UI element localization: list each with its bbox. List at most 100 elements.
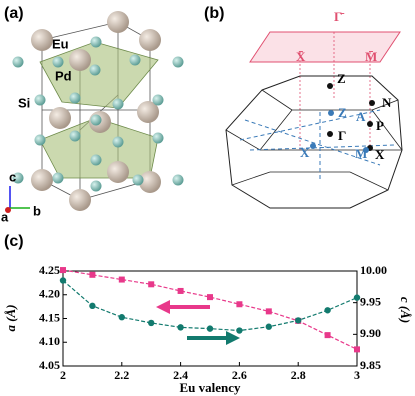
kpoint-label: A [356,109,366,124]
kpoint [369,100,375,106]
eu-atom [139,29,161,51]
kpoint-label: X [300,145,310,160]
cell-edge [41,21,119,41]
plot-frame [62,270,358,367]
point [324,307,331,314]
eu-atom [31,29,53,51]
x-tick-label: 2 [60,368,66,382]
si-atom [69,92,81,104]
kpoint-label: M [355,146,367,161]
kpoint-label: Γ̄ [334,9,344,24]
y2-tick-label: 9.85 [360,358,381,372]
arrow-head [156,300,170,314]
y-tick-label: 4.20 [39,287,60,301]
eu-atom [139,171,161,193]
eu-atom [69,49,91,71]
bz-edge [349,171,389,191]
bz-edge [225,129,261,151]
kpoint-label: N [382,95,392,110]
si-atom [69,130,81,142]
y-tick-label: 4.05 [39,358,60,372]
bz-edge [371,99,399,111]
bz-plane [244,119,381,166]
si-atom [89,64,101,76]
point [265,308,272,315]
x-tick-label: 2.8 [291,368,306,382]
si-atom [90,114,102,126]
bz-edge [371,109,403,151]
y-axis-label: a (Å) [3,304,18,331]
kpoint-label: X [375,147,385,162]
y2-tick-label: 9.90 [360,326,381,340]
kpoint [310,143,316,149]
point [177,287,184,294]
si-atom [90,180,102,192]
si-atom [12,172,24,184]
bz-plane [249,144,396,151]
point [295,317,302,324]
x-tick-label: 2.2 [114,368,129,382]
kpoint-label: X̄ [296,49,306,64]
bz-plane [239,109,381,141]
point [207,294,213,301]
si-atom [90,154,102,166]
kpoint [327,83,333,89]
y-tick-label: 4.10 [39,334,60,348]
si-atom [152,94,164,106]
axis-label: a [1,209,9,224]
si-atom [12,56,24,68]
arrow [156,300,240,345]
kpoint-label: Γ [338,128,346,143]
eu-atom [107,11,129,33]
si-atom [129,54,141,66]
eu-atom [137,101,159,123]
point [206,325,214,332]
point [353,294,361,301]
kpoint-label: P [376,118,384,133]
si-atom [172,56,184,68]
point [89,302,96,310]
si-atom [34,94,46,106]
arrow-head [226,331,240,345]
point [236,301,243,308]
x-tick-label: 2.4 [173,368,188,382]
x-axis-label: Eu valency [179,380,241,395]
kpoint [327,131,333,137]
kpoint-label: M̄ [365,49,377,64]
y2-tick-label: 9.95 [360,294,381,308]
bz-edge [231,171,271,186]
panel-label: (a) [4,5,24,22]
si-atom [34,134,46,146]
si-atom [90,36,102,48]
panel-label: (c) [4,233,24,250]
series-line [62,269,358,350]
bz-edge [259,109,293,151]
point [324,332,331,339]
y2-tick-label: 10.00 [360,263,387,277]
si-atom [112,98,124,110]
point [118,314,126,321]
point [148,319,155,327]
kpoint-label: Z [337,71,346,86]
y2-axis-label: c (Å) [398,297,413,323]
point [60,267,66,274]
point [118,276,125,283]
y-tick-label: 4.25 [39,263,60,277]
point [177,324,184,331]
eu-atom [107,161,129,183]
point [236,327,243,334]
axis-label: b [33,203,41,218]
point [89,271,96,278]
point [354,346,360,353]
bulk-bz [225,75,403,209]
si-atom [52,172,64,184]
si-atom [132,174,144,186]
eu-atom [69,189,91,211]
point [148,281,155,288]
surface-bz [249,31,401,63]
y-tick-label: 4.15 [39,310,60,324]
si-atom [152,132,164,144]
axis-origin [5,207,11,213]
